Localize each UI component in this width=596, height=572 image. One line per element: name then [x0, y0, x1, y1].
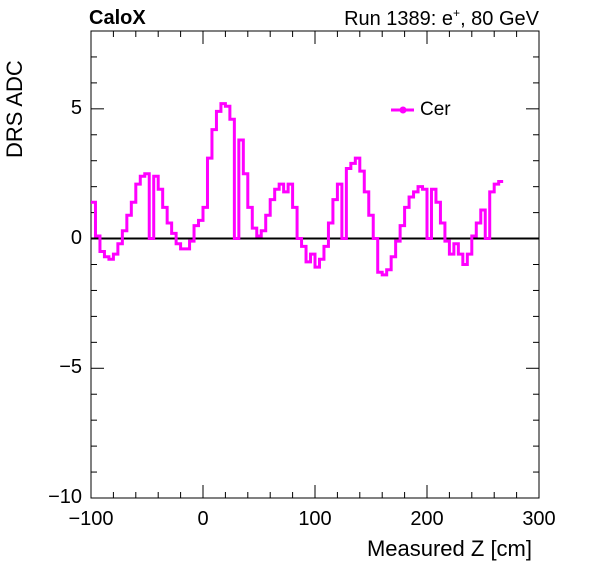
series-line-cer [91, 102, 504, 277]
x-tick-label: 200 [410, 508, 444, 530]
legend-marker [399, 106, 407, 114]
y-tick-label: −10 [48, 486, 82, 508]
run-label-text: Run 1389: e [344, 8, 454, 30]
y-tick-label: 5 [70, 96, 82, 119]
x-axis-title: Measured Z [cm] [366, 536, 532, 561]
y-axis-title: DRS ADC [2, 60, 27, 158]
experiment-label: CaloX [89, 7, 146, 29]
legend-label: Cer [420, 99, 451, 120]
energy-label: , 80 GeV [460, 8, 539, 30]
y-tick-label: 0 [70, 226, 82, 249]
x-tick-label: 0 [197, 508, 209, 530]
x-tick-label: 300 [522, 508, 556, 530]
y-tick-label: −5 [59, 356, 82, 379]
x-tick-label: −100 [68, 508, 114, 530]
run-label: Run 1389: e+, 80 GeV [344, 6, 539, 31]
particle-charge: + [453, 6, 461, 20]
x-tick-label: 100 [298, 508, 332, 530]
